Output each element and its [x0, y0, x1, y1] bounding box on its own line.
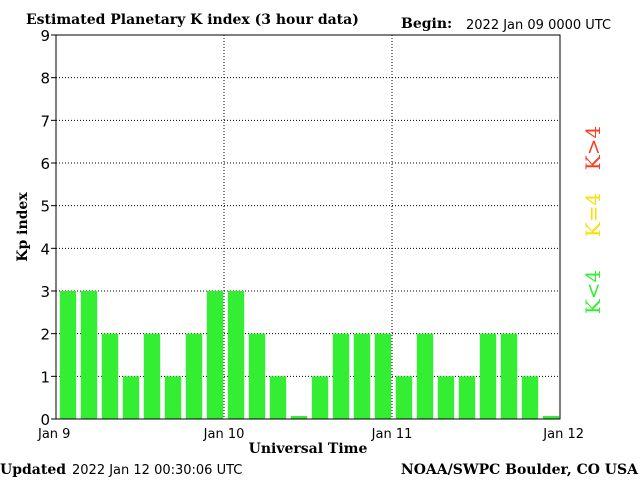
kp-bar [185, 333, 203, 419]
x-tick-label: Jan 9 [37, 427, 70, 442]
plot-frame [55, 34, 561, 420]
kp-bar [269, 376, 287, 419]
updated-label: Updated [0, 462, 66, 478]
y-tick-label: 8 [40, 70, 50, 88]
kp-bar [458, 376, 476, 419]
kp-bar [395, 376, 413, 419]
legend-k-equal-4: K=4 [581, 193, 605, 237]
y-tick-label: 3 [40, 283, 50, 301]
y-tick-label: 1 [40, 368, 50, 386]
kp-bar [59, 291, 77, 419]
y-tick-label: 4 [40, 240, 50, 258]
kp-bar [122, 376, 140, 419]
kp-bar [248, 333, 266, 419]
kp-bar [374, 333, 392, 419]
kp-bar [101, 333, 119, 419]
x-tick-label: Jan 11 [371, 427, 413, 442]
kp-bar [164, 376, 182, 419]
kp-bar [290, 416, 308, 419]
y-tick-label: 0 [40, 411, 50, 429]
bars-group [59, 291, 560, 419]
kp-bar [311, 376, 329, 419]
y-axis-label: Kp index [15, 192, 31, 262]
x-tick-label: Jan 12 [542, 427, 584, 442]
kp-bar [416, 333, 434, 419]
y-tick-labels: 0 1 2 3 4 5 6 7 8 9 [40, 27, 56, 429]
y-tick-label: 5 [40, 198, 50, 216]
kp-bar [227, 291, 245, 419]
kp-bar [500, 333, 518, 419]
y-tick-label: 6 [40, 155, 50, 173]
chart-title: Estimated Planetary K index (3 hour data… [26, 12, 359, 28]
y-tick-label: 2 [40, 326, 50, 344]
x-tick-label: Jan 10 [203, 427, 245, 442]
kp-bar [521, 376, 539, 419]
updated-value: 2022 Jan 12 00:30:06 UTC [72, 463, 242, 478]
kp-bar [332, 333, 350, 419]
legend-k-greater-4: K>4 [581, 126, 605, 170]
kp-bar [143, 333, 161, 419]
begin-label: Begin: [401, 16, 452, 32]
kp-bar [206, 291, 224, 419]
kp-bar [542, 416, 560, 419]
kp-bar [479, 333, 497, 419]
x-axis-label: Universal Time [249, 441, 368, 457]
y-tick-label: 7 [40, 112, 50, 130]
y-tick-label: 9 [40, 27, 50, 45]
kp-bar [353, 333, 371, 419]
begin-value: 2022 Jan 09 0000 UTC [466, 18, 611, 33]
legend-k-less-4: K<4 [581, 270, 605, 314]
grid-lines [56, 35, 560, 419]
source-credit: NOAA/SWPC Boulder, CO USA [401, 462, 639, 478]
kp-bar [80, 291, 98, 419]
x-tick-labels: Jan 9 Jan 10 Jan 11 Jan 12 [37, 427, 584, 442]
kp-bar [437, 376, 455, 419]
